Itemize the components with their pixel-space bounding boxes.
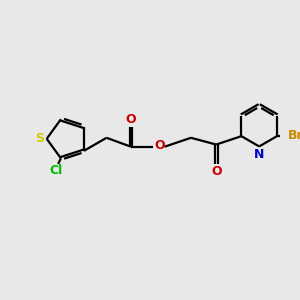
Text: S: S (35, 132, 44, 145)
Text: O: O (126, 113, 136, 126)
Text: Cl: Cl (50, 164, 63, 177)
Text: O: O (154, 139, 165, 152)
Text: O: O (211, 165, 221, 178)
Text: Br: Br (288, 129, 300, 142)
Text: N: N (254, 148, 264, 161)
